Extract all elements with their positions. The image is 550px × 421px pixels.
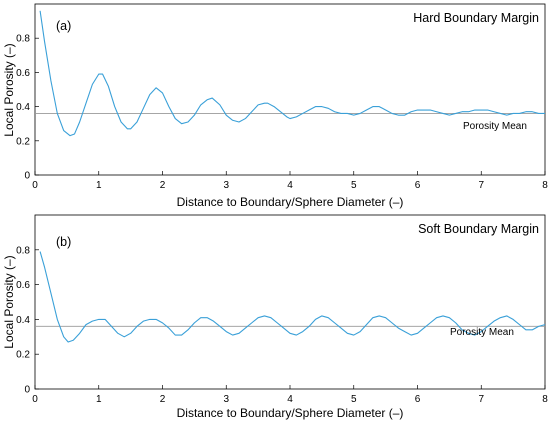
x-tick-label-a-0: 0 [32,180,38,191]
x-tick-label-a-4: 4 [287,180,293,191]
x-tick-label-a-2: 2 [160,180,166,191]
y-tick-label-b-2: 0.4 [16,315,30,326]
x-tick-label-a-7: 7 [478,180,484,191]
porosity-series-b [39,251,546,343]
y-axis-title-a: Local Porosity (–) [2,43,16,136]
x-ticks-a: 0 1 2 3 4 5 6 7 8 [32,171,548,191]
x-tick-label-b-4: 4 [287,394,293,405]
x-tick-label-b-5: 5 [351,394,357,405]
porosity-mean-label-b: Porosity Mean [450,327,514,338]
panel-label-a: (a) [56,19,71,33]
panel-label-b: (b) [56,235,71,249]
y-axis-title-b: Local Porosity (–) [2,255,16,348]
y-tick-label-a-4: 0.8 [16,34,30,45]
y-tick-label-a-1: 0.2 [16,136,30,147]
y-tick-label-a-3: 0.6 [16,68,30,79]
axes-frame-b [34,214,546,390]
x-axis-title-a: Distance to Boundary/Sphere Diameter (–) [177,195,404,209]
y-ticks-b: 0 0.2 0.4 0.6 0.8 [16,245,39,396]
y-tick-label-b-4: 0.8 [16,245,30,256]
panel-b: 0 0.2 0.4 0.6 0.8 0 1 2 3 4 5 6 7 8 (b) Soft Boundar… [2,214,548,420]
y-tick-label-a-2: 0.4 [16,102,30,113]
x-axis-title-b: Distance to Boundary/Sphere Diameter (–) [177,406,404,420]
x-tick-label-a-8: 8 [542,180,548,191]
panel-title-b: Soft Boundary Margin [418,222,539,236]
x-tick-label-b-0: 0 [32,394,38,405]
y-ticks-a: 0 0.2 0.4 0.6 0.8 [16,34,39,182]
x-tick-label-b-3: 3 [223,394,229,405]
x-tick-label-a-3: 3 [223,180,229,191]
x-ticks-b: 0 1 2 3 4 5 6 7 8 [32,385,548,405]
porosity-series-a [39,10,545,137]
x-tick-label-b-8: 8 [542,394,548,405]
x-tick-label-b-6: 6 [415,394,421,405]
porosity-mean-label-a: Porosity Mean [463,121,527,132]
x-tick-label-a-5: 5 [351,180,357,191]
x-tick-label-b-2: 2 [160,394,166,405]
x-tick-label-b-7: 7 [478,394,484,405]
y-tick-label-b-0: 0 [24,385,30,396]
x-tick-label-a-6: 6 [415,180,421,191]
y-tick-label-b-1: 0.2 [16,350,30,361]
panel-a: 0 0.2 0.4 0.6 0.8 0 1 2 3 4 5 6 7 8 (a) Hard Boundar… [2,3,548,209]
x-tick-label-a-1: 1 [96,180,102,191]
x-tick-label-b-1: 1 [96,394,102,405]
y-tick-label-a-0: 0 [24,171,30,182]
panel-title-a: Hard Boundary Margin [413,11,539,25]
axes-frame-a [34,3,546,176]
y-tick-label-b-3: 0.6 [16,280,30,291]
